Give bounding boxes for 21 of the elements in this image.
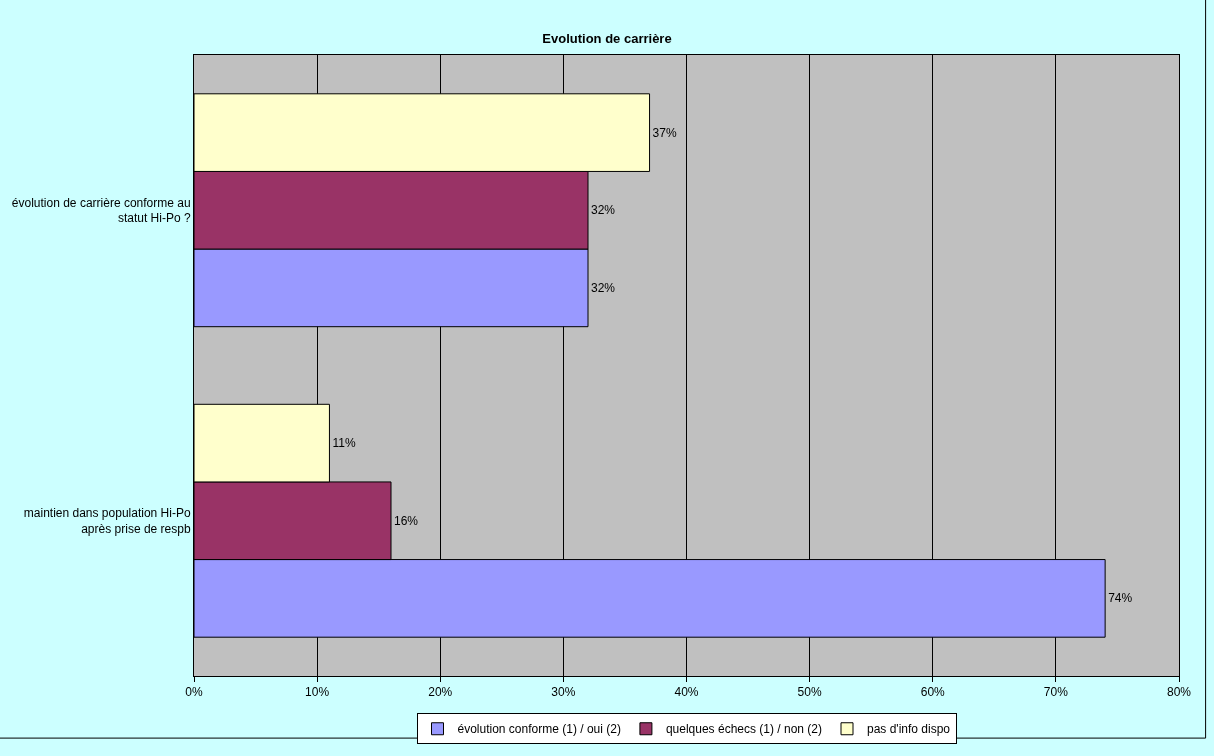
x-tick-label: 60% [920,685,946,700]
x-tick-label: 70% [1043,685,1069,700]
legend-label: pas d'info dispo [867,722,951,737]
x-tick-label: 20% [428,685,453,700]
x-tick-label: 0% [185,685,203,700]
x-tick-label: 30% [551,685,576,700]
data-label: 11% [332,436,356,451]
x-tick-label: 80% [1166,685,1192,700]
data-label: 32% [591,280,616,295]
data-label: 32% [591,203,616,218]
chart-title: Evolution de carrière [542,31,672,47]
x-tick-label: 50% [797,685,822,700]
x-tick-label: 40% [674,685,699,700]
legend-label: évolution conforme (1) / oui (2) [457,722,621,737]
y-tick-label: maintien dans population Hi-Po après prise de respb [23,506,191,536]
data-label: 74% [1108,591,1133,606]
x-tick-label: 10% [305,685,330,700]
data-label: 16% [394,513,419,528]
legend-label: quelques échecs (1) / non (2) [665,722,822,737]
y-tick-label: évolution de carrière conforme au statut Hi-Po ? [11,195,191,226]
data-label: 37% [652,125,677,140]
